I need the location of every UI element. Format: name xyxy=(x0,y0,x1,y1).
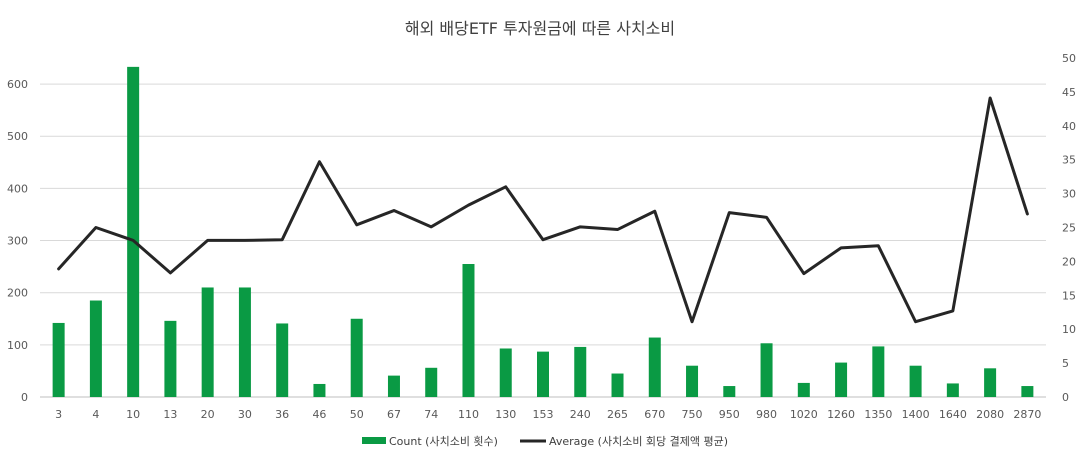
x-axis-tick-label: 36 xyxy=(275,408,289,421)
bar xyxy=(499,348,512,397)
bar xyxy=(723,386,736,397)
right-axis-tick-label: 5 xyxy=(1062,357,1069,370)
bar xyxy=(686,365,699,397)
left-axis-tick-label: 500 xyxy=(7,130,28,143)
bar xyxy=(872,346,885,397)
x-axis-tick-label: 670 xyxy=(644,408,665,421)
legend-bar-swatch xyxy=(362,437,386,444)
right-axis-tick-label: 15 xyxy=(1062,289,1076,302)
right-axis-tick-label: 35 xyxy=(1062,154,1076,167)
right-axis-tick-label: 30 xyxy=(1062,188,1076,201)
x-axis-tick-label: 50 xyxy=(350,408,364,421)
right-axis-tick-label: 40 xyxy=(1062,120,1076,133)
left-y-axis: 0 100 200 300 400 500 600 xyxy=(7,78,28,404)
bar xyxy=(946,383,959,397)
legend: Count (사치소비 횟수) Average (사치소비 회당 결제액 평균) xyxy=(362,435,728,448)
bar xyxy=(238,287,251,397)
bar xyxy=(648,337,661,397)
x-axis-tick-label: 1350 xyxy=(864,408,892,421)
average-line xyxy=(57,96,1029,324)
chart-title: 해외 배당ETF 투자원금에 따른 사치소비 xyxy=(405,19,675,38)
bar xyxy=(52,322,65,397)
x-axis-tick-label: 2080 xyxy=(976,408,1004,421)
x-axis-tick-label: 153 xyxy=(533,408,554,421)
legend-line-label: Average (사치소비 회당 결제액 평균) xyxy=(549,435,728,448)
left-axis-tick-label: 600 xyxy=(7,78,28,91)
left-axis-tick-label: 100 xyxy=(7,339,28,352)
left-axis-tick-label: 300 xyxy=(7,235,28,248)
legend-bar-label: Count (사치소비 횟수) xyxy=(389,435,498,448)
bar xyxy=(760,343,773,397)
bar xyxy=(350,318,363,397)
bar xyxy=(835,362,848,397)
x-axis-tick-label: 74 xyxy=(424,408,438,421)
bar xyxy=(127,66,140,398)
x-axis-tick-label: 1020 xyxy=(790,408,818,421)
right-y-axis: 0 5 10 15 20 25 30 35 40 45 50 xyxy=(1062,52,1076,404)
right-axis-tick-label: 45 xyxy=(1062,86,1076,99)
bar xyxy=(164,320,177,397)
x-axis-tick-label: 1260 xyxy=(827,408,855,421)
bar xyxy=(201,287,214,397)
right-axis-tick-label: 50 xyxy=(1062,52,1076,65)
x-axis-tick-label: 1400 xyxy=(902,408,930,421)
x-axis-tick-label: 240 xyxy=(570,408,591,421)
x-axis-tick-label: 2870 xyxy=(1013,408,1041,421)
x-axis-tick-label: 750 xyxy=(682,408,703,421)
bar xyxy=(574,346,587,397)
line-series xyxy=(57,96,1029,324)
bar xyxy=(425,367,438,397)
bar xyxy=(462,264,475,397)
x-axis-tick-label: 10 xyxy=(126,408,140,421)
x-axis-tick-label: 67 xyxy=(387,408,401,421)
right-axis-tick-label: 20 xyxy=(1062,255,1076,268)
bar xyxy=(387,375,400,397)
x-axis-tick-label: 110 xyxy=(458,408,479,421)
x-axis-tick-label: 980 xyxy=(756,408,777,421)
right-axis-tick-label: 25 xyxy=(1062,222,1076,235)
x-axis-tick-label: 46 xyxy=(312,408,326,421)
x-axis-tick-label: 265 xyxy=(607,408,628,421)
bar xyxy=(313,383,326,397)
bar xyxy=(984,368,997,397)
x-axis-tick-label: 13 xyxy=(163,408,177,421)
x-axis: 3 4 10 13 20 30 36 46 50 67 74 110 130 153 240 265 670 75… xyxy=(55,408,1041,421)
x-axis-tick-label: 4 xyxy=(92,408,99,421)
x-axis-tick-label: 1640 xyxy=(939,408,967,421)
left-axis-tick-label: 200 xyxy=(7,287,28,300)
left-axis-tick-label: 400 xyxy=(7,182,28,195)
x-axis-tick-label: 20 xyxy=(201,408,215,421)
left-axis-tick-label: 0 xyxy=(21,391,28,404)
bar xyxy=(611,373,624,397)
x-axis-tick-label: 130 xyxy=(495,408,516,421)
bar xyxy=(276,323,289,397)
right-axis-tick-label: 10 xyxy=(1062,323,1076,336)
x-axis-tick-label: 3 xyxy=(55,408,62,421)
bar xyxy=(797,382,810,397)
x-axis-tick-label: 30 xyxy=(238,408,252,421)
bar xyxy=(1021,386,1034,397)
bar-series xyxy=(52,66,1034,398)
right-axis-tick-label: 0 xyxy=(1062,391,1069,404)
bar xyxy=(89,300,102,397)
bar xyxy=(909,365,922,397)
bar xyxy=(537,351,549,397)
x-axis-tick-label: 950 xyxy=(719,408,740,421)
